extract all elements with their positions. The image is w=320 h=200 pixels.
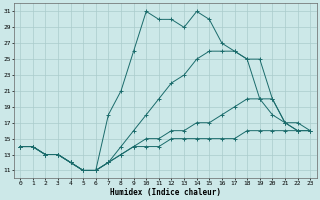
X-axis label: Humidex (Indice chaleur): Humidex (Indice chaleur) [110, 188, 220, 197]
